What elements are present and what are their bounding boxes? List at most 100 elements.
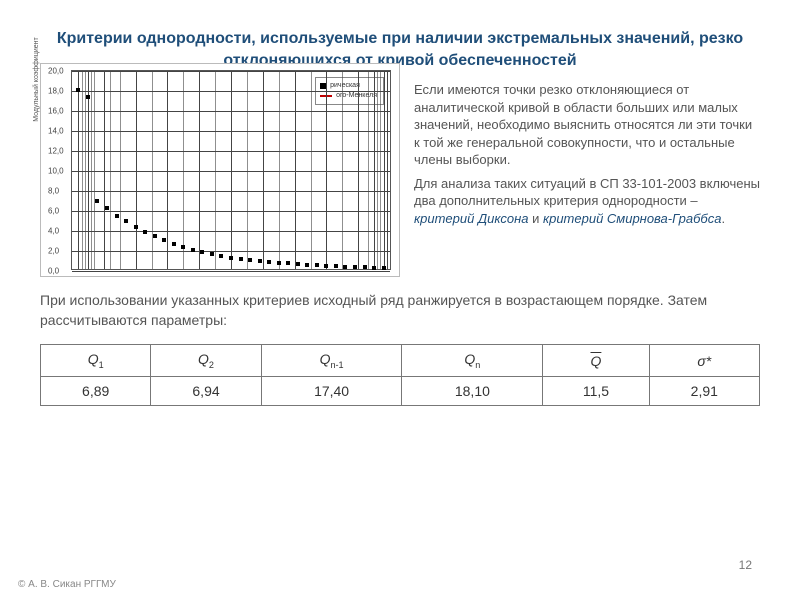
y-tick-label: 0,0 (48, 267, 59, 276)
gridline-x (387, 71, 388, 269)
gridline-x-minor (311, 71, 312, 269)
col-qn: Qn (402, 345, 543, 377)
gridline-x (78, 71, 79, 269)
data-point (200, 250, 204, 254)
data-point (324, 264, 328, 268)
gridline-x-minor (377, 71, 378, 269)
square-marker-icon (320, 83, 326, 89)
data-point (229, 256, 233, 260)
paragraph-2: Для анализа таких ситуаций в СП 33-101-2… (414, 175, 760, 228)
copyright-text: © А. В. Сикан РГГМУ (18, 579, 116, 590)
data-point (258, 259, 262, 263)
data-point (162, 238, 166, 242)
data-point (267, 260, 271, 264)
col-q1: Q1 (41, 345, 151, 377)
parameters-table: Q1 Q2 Qn-1 Qn Q σ* 6,89 6,94 17,40 18,10… (40, 344, 760, 406)
gridline-x (326, 71, 327, 269)
below-instructions: При использовании указанных критериев ис… (40, 291, 760, 330)
y-tick-label: 12,0 (48, 147, 64, 156)
gridline-x-minor (120, 71, 121, 269)
criterion-dixon: критерий Диксона (414, 211, 528, 226)
gridline-x-minor (380, 71, 381, 269)
page-number: 12 (739, 558, 752, 572)
chart-y-axis-title: Модульный коэффициент (33, 37, 40, 121)
paragraph-1: Если имеются точки резко отклоняющиеся о… (414, 81, 760, 169)
gridline-x-minor (368, 71, 369, 269)
cell: 18,10 (402, 377, 543, 406)
gridline-x (263, 71, 264, 269)
y-tick-label: 14,0 (48, 127, 64, 136)
data-point (334, 264, 338, 268)
data-point (86, 95, 90, 99)
data-point (76, 88, 80, 92)
gridline-x-minor (110, 71, 111, 269)
y-tick-label: 10,0 (48, 167, 64, 176)
y-tick-label: 6,0 (48, 207, 59, 216)
cell: 11,5 (543, 377, 649, 406)
data-point (353, 265, 357, 269)
col-qbar: Q (543, 345, 649, 377)
data-point (372, 266, 376, 270)
data-point (248, 258, 252, 262)
data-point (181, 245, 185, 249)
y-tick-label: 16,0 (48, 107, 64, 116)
data-point (172, 242, 176, 246)
legend-label: рическая (330, 81, 360, 91)
data-point (134, 225, 138, 229)
y-tick-label: 18,0 (48, 87, 64, 96)
data-point (343, 265, 347, 269)
data-point (191, 248, 195, 252)
cell: 6,89 (41, 377, 151, 406)
gridline-x (167, 71, 168, 269)
data-point (143, 230, 147, 234)
cell: 2,91 (649, 377, 759, 406)
gridline-x (384, 71, 385, 269)
gridline-x-minor (183, 71, 184, 269)
cell: 17,40 (261, 377, 402, 406)
gridline-x-minor (94, 71, 95, 269)
y-tick-label: 20,0 (48, 67, 64, 76)
data-point (153, 234, 157, 238)
col-qn-1: Qn-1 (261, 345, 402, 377)
gridline-x (358, 71, 359, 269)
gridline-x (199, 71, 200, 269)
y-tick-label: 2,0 (48, 247, 59, 256)
data-point (286, 261, 290, 265)
cell: 6,94 (151, 377, 261, 406)
gridline-x-minor (247, 71, 248, 269)
probability-chart: Модульный коэффициент рическая ого-Менке… (40, 63, 400, 277)
gridline-x (88, 71, 89, 269)
explanatory-text: Если имеются точки резко отклоняющиеся о… (414, 63, 760, 277)
data-point (124, 219, 128, 223)
criterion-smirnov-grubbs: критерий Смирнова-Граббса (543, 211, 721, 226)
table-row: 6,89 6,94 17,40 18,10 11,5 2,91 (41, 377, 760, 406)
data-point (219, 254, 223, 258)
gridline-x-minor (152, 71, 153, 269)
data-point (296, 262, 300, 266)
data-point (95, 199, 99, 203)
gridline-x-minor (279, 71, 280, 269)
table-header-row: Q1 Q2 Qn-1 Qn Q σ* (41, 345, 760, 377)
gridline-x-minor (215, 71, 216, 269)
data-point (239, 257, 243, 261)
gridline-x-minor (85, 71, 86, 269)
data-point (382, 266, 386, 270)
gridline-x-minor (91, 71, 92, 269)
col-q2: Q2 (151, 345, 261, 377)
gridline-x (295, 71, 296, 269)
gridline-x (374, 71, 375, 269)
gridline-x (231, 71, 232, 269)
col-sigma: σ* (649, 345, 759, 377)
y-tick-label: 4,0 (48, 227, 59, 236)
gridline-x-minor (342, 71, 343, 269)
data-point (363, 265, 367, 269)
gridline-x-minor (82, 71, 83, 269)
data-point (315, 263, 319, 267)
data-point (210, 252, 214, 256)
gridline-y (72, 271, 390, 272)
y-tick-label: 8,0 (48, 187, 59, 196)
content-row: Модульный коэффициент рическая ого-Менке… (40, 63, 760, 277)
chart-plot-area: рическая ого-Менкеля 0,02,04,06,08,010,0… (71, 70, 391, 270)
data-point (105, 206, 109, 210)
gridline-x (136, 71, 137, 269)
